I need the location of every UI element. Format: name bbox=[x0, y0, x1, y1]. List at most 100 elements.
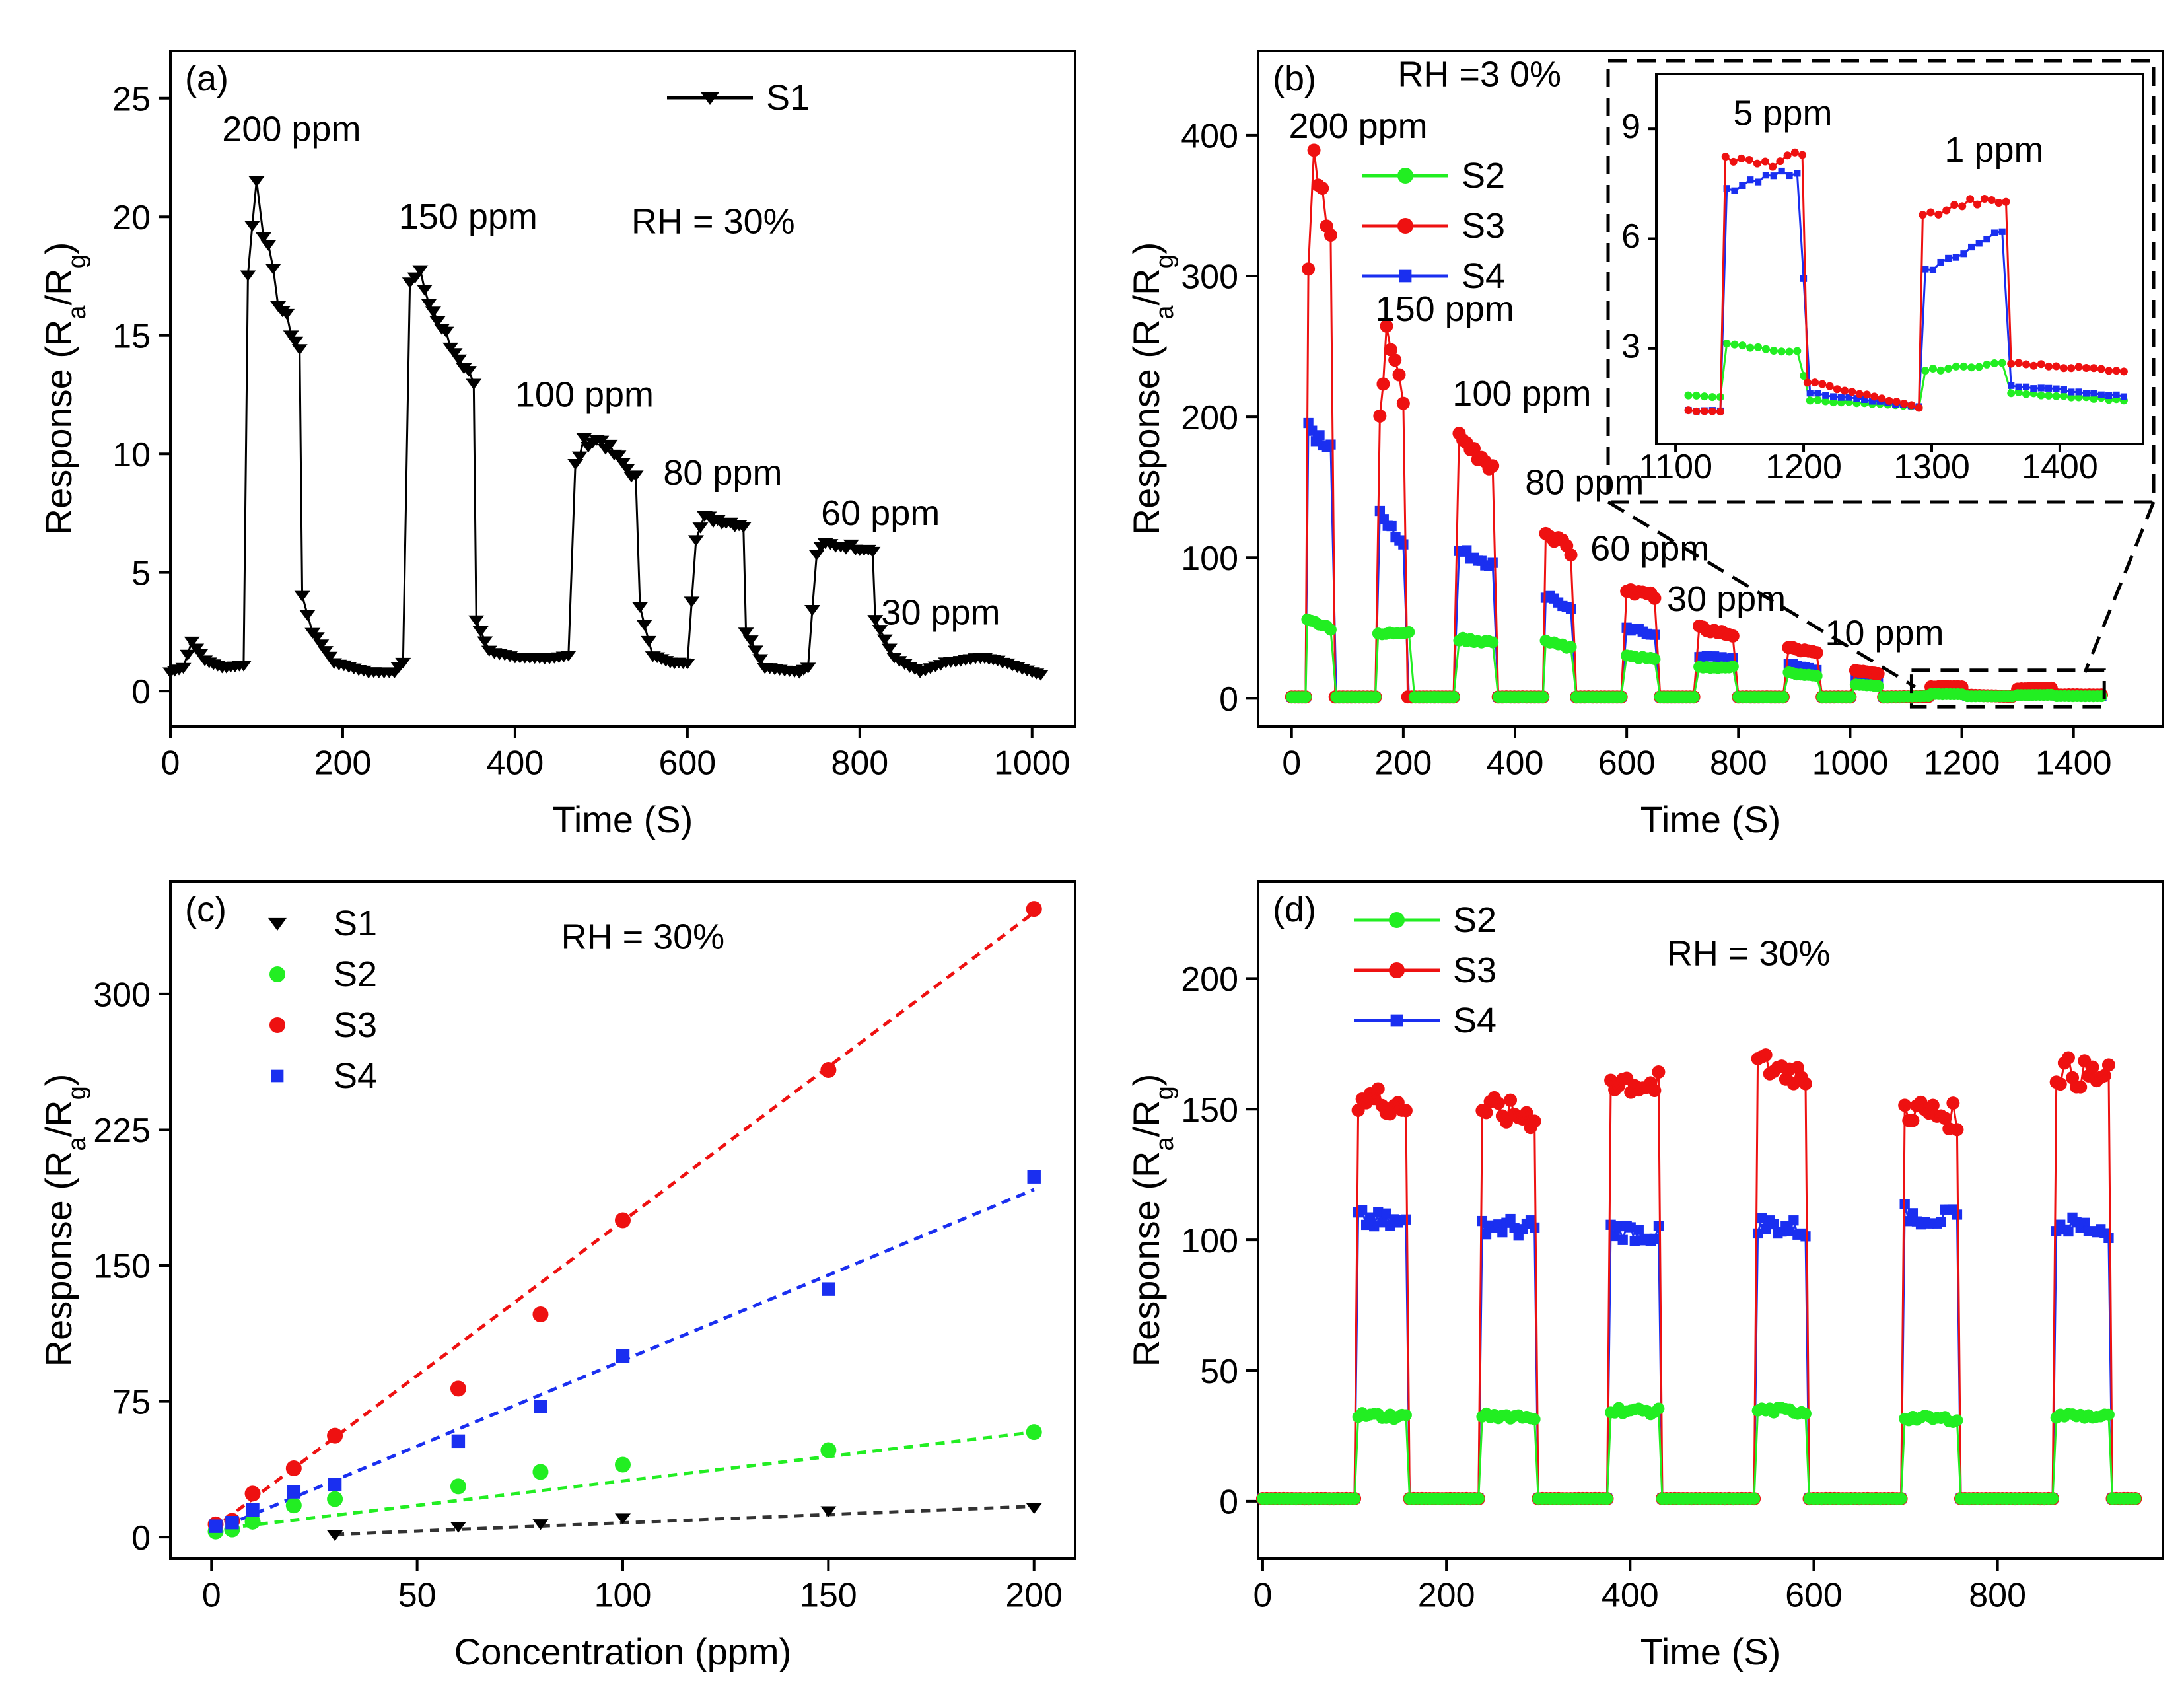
data-point-s3 bbox=[1026, 901, 1042, 917]
y-axis-title-part: g bbox=[63, 1086, 91, 1100]
data-point-s4 bbox=[225, 1515, 239, 1530]
y-tick-label: 10 bbox=[112, 436, 151, 474]
inset-series-s3-point bbox=[2119, 367, 2128, 376]
x-tick-label: 600 bbox=[1785, 1577, 1843, 1615]
legend-marker bbox=[269, 966, 285, 982]
data-point-s2 bbox=[285, 1497, 302, 1514]
x-tick-label: 1100 bbox=[1638, 448, 1712, 486]
x-tick-label: 0 bbox=[202, 1577, 221, 1615]
x-tick-label: 200 bbox=[1005, 1577, 1063, 1615]
y-axis-title-part: Response (R bbox=[38, 1151, 79, 1367]
legend-entry-s2: S2 bbox=[1362, 156, 1505, 196]
data-point-s2 bbox=[532, 1464, 549, 1480]
x-tick-label: 200 bbox=[314, 744, 372, 783]
annotation: 100 ppm bbox=[515, 375, 654, 414]
y-tick-label: 3 bbox=[1621, 328, 1640, 366]
y-tick-label: 300 bbox=[93, 976, 151, 1015]
y-tick-label: 0 bbox=[1219, 680, 1238, 719]
inset-series-s3-point bbox=[1684, 406, 1693, 415]
series-s4-markers bbox=[1257, 1199, 2140, 1504]
legend-marker bbox=[701, 92, 719, 106]
series-s4-line bbox=[1262, 1203, 2136, 1500]
legend-marker bbox=[269, 1017, 285, 1033]
y-axis-title-part: ) bbox=[1125, 242, 1167, 255]
annotation: RH = 30% bbox=[1667, 934, 1831, 974]
x-axis-title: Time (S) bbox=[1640, 1631, 1781, 1672]
annotation: 80 ppm bbox=[1525, 462, 1644, 502]
y-axis-title-part: a bbox=[63, 1137, 91, 1151]
data-point-s4 bbox=[209, 1519, 223, 1533]
y-axis-title-part: a bbox=[63, 305, 91, 320]
series-s2-line bbox=[1291, 618, 2102, 698]
legend-entry-s4: S4 bbox=[1354, 1001, 1497, 1040]
y-tick-label: 5 bbox=[131, 554, 151, 592]
data-point-s1 bbox=[615, 1513, 631, 1524]
series-s1-line bbox=[170, 180, 1041, 676]
y-axis-title-part: g bbox=[1151, 254, 1179, 268]
x-tick-label: 800 bbox=[1710, 744, 1767, 783]
y-axis-title-part: ) bbox=[38, 242, 79, 255]
data-point-s3 bbox=[615, 1212, 631, 1229]
data-point-s3 bbox=[327, 1427, 343, 1444]
y-axis-title: Response (Ra/Rg) bbox=[38, 1074, 91, 1367]
y-tick-label: 9 bbox=[1621, 108, 1640, 146]
annotation: 60 ppm bbox=[821, 493, 940, 533]
series-s2-markers bbox=[1256, 1402, 2142, 1505]
x-axis-title: Time (S) bbox=[1640, 799, 1781, 840]
legend-marker bbox=[1397, 168, 1413, 184]
series-s3-line bbox=[1263, 1053, 2136, 1500]
y-axis-title-part: g bbox=[1151, 1086, 1179, 1100]
x-tick-label: 1200 bbox=[1924, 744, 2000, 783]
legend-label: S4 bbox=[1453, 1001, 1497, 1040]
x-tick-label: 1000 bbox=[994, 744, 1071, 783]
panel-d: 0 200 400 600 800 0 50 100 150 200 (d) RH = 30% S2 S3… bbox=[1125, 880, 2164, 1672]
annotation: 200 ppm bbox=[222, 109, 361, 149]
y-tick-label: 200 bbox=[1181, 399, 1238, 437]
zoom-connector bbox=[1607, 500, 1917, 689]
y-tick-label: 200 bbox=[1181, 960, 1238, 999]
legend-label: S3 bbox=[1462, 206, 1505, 246]
panel-label: (a) bbox=[185, 59, 229, 98]
y-tick-label: 0 bbox=[131, 1519, 151, 1557]
legend-label: S2 bbox=[1453, 900, 1497, 940]
plot-frame bbox=[1257, 880, 2164, 1560]
y-axis-title-part: Response (R bbox=[38, 320, 79, 536]
legend-entry-s3: S3 bbox=[269, 1005, 377, 1045]
legend-label: S3 bbox=[1453, 950, 1497, 990]
x-tick-label: 100 bbox=[594, 1577, 652, 1615]
data-point-s1 bbox=[820, 1506, 837, 1517]
x-tick-label: 1200 bbox=[1765, 448, 1842, 486]
data-point-s4 bbox=[246, 1503, 260, 1517]
y-tick-label: 75 bbox=[112, 1383, 151, 1421]
annotation: 200 ppm bbox=[1289, 106, 1428, 146]
data-point-s2 bbox=[615, 1456, 631, 1473]
data-point-s3 bbox=[244, 1485, 261, 1502]
data-point-s2 bbox=[450, 1478, 466, 1495]
legend-marker bbox=[268, 917, 287, 931]
legend-label: S1 bbox=[334, 904, 377, 943]
data-point-s4 bbox=[822, 1282, 835, 1296]
inset-annotation: 1 ppm bbox=[1944, 130, 2043, 170]
annotation: 60 ppm bbox=[1590, 529, 1709, 569]
legend-label: S2 bbox=[334, 954, 377, 994]
y-axis-title-part: /R bbox=[38, 1100, 79, 1137]
panel-label: (c) bbox=[185, 890, 227, 929]
inset-background bbox=[1656, 74, 2143, 444]
annotation: 30 ppm bbox=[1667, 579, 1786, 619]
y-axis-title-part: g bbox=[63, 254, 91, 268]
plot-frame bbox=[1655, 73, 2144, 445]
data-point-s2 bbox=[244, 1513, 261, 1530]
legend-marker bbox=[271, 1069, 284, 1083]
data-point-s1 bbox=[1026, 1503, 1042, 1515]
annotation: 150 ppm bbox=[1376, 289, 1514, 329]
y-axis-title-part: Response (R bbox=[1125, 320, 1167, 536]
legend-entry-s1: S1 bbox=[268, 904, 377, 943]
y-tick-label: 150 bbox=[1181, 1091, 1238, 1129]
legend-entry-s1: S1 bbox=[667, 78, 810, 118]
plot-frame bbox=[1257, 50, 2164, 728]
annotation: 150 ppm bbox=[399, 197, 538, 236]
x-tick-label: 400 bbox=[487, 744, 544, 783]
annotation: 80 ppm bbox=[663, 453, 782, 493]
y-tick-label: 15 bbox=[112, 317, 151, 355]
